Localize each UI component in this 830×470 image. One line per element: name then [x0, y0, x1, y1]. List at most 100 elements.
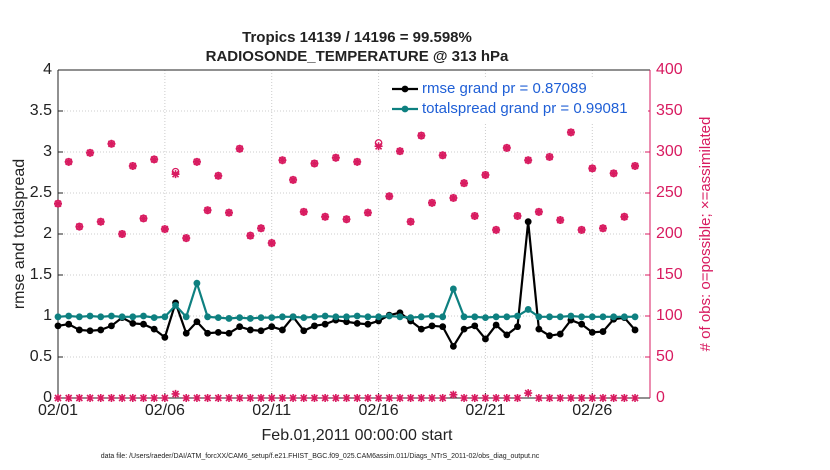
obs-assimilated: [342, 215, 351, 224]
obs-assimilated: [139, 214, 148, 223]
obs-assimilated: [470, 394, 479, 402]
obs-assimilated: [566, 394, 575, 402]
y-tick-label: 2: [43, 225, 52, 242]
obs-assimilated: [128, 161, 137, 170]
point: [97, 326, 105, 334]
point: [353, 312, 361, 320]
y-tick-label: 3.5: [30, 102, 52, 119]
point: [482, 335, 489, 343]
y-tick-label: 4: [43, 61, 52, 78]
point: [471, 313, 479, 321]
point: [610, 313, 618, 321]
point: [599, 328, 607, 335]
point: [407, 314, 415, 322]
obs-assimilated: [246, 231, 255, 240]
obs-assimilated: [54, 394, 62, 402]
obs-assimilated: [545, 394, 554, 402]
obs-assimilated: [395, 147, 404, 156]
x-tick-label: 02/16: [359, 402, 399, 419]
point: [524, 306, 532, 313]
point: [556, 313, 564, 321]
obs-assimilated: [64, 394, 73, 402]
point: [311, 322, 318, 330]
point: [599, 313, 607, 321]
point: [439, 313, 447, 321]
obs-assimilated: [524, 389, 533, 398]
point: [503, 331, 511, 339]
x-tick-label: 02/26: [572, 402, 612, 419]
point: [289, 313, 297, 321]
point: [332, 313, 340, 321]
point: [578, 313, 586, 321]
legend-label: totalspread grand pr = 0.99081: [422, 100, 628, 117]
y2-tick-label: 100: [656, 307, 683, 324]
obs-assimilated: [299, 394, 308, 402]
obs-assimilated: [513, 211, 522, 220]
point: [236, 323, 244, 331]
obs-assimilated: [374, 394, 383, 402]
obs-assimilated: [160, 394, 169, 402]
legend-marker: [401, 105, 409, 113]
obs-assimilated: [139, 394, 148, 402]
obs-assimilated: [577, 225, 586, 234]
plot-area: [58, 70, 650, 398]
point: [86, 312, 94, 320]
point: [385, 312, 393, 320]
point: [492, 321, 500, 329]
obs-assimilated: [363, 208, 372, 217]
obs-assimilated: [54, 199, 62, 208]
y2-axis-label: # of obs: o=possible; ×=assimilated: [697, 117, 714, 352]
obs-assimilated: [342, 394, 351, 402]
point: [150, 314, 158, 322]
point: [161, 333, 169, 341]
chart-title: Tropics 14139 / 14196 = 99.598%: [242, 29, 472, 46]
obs-assimilated: [609, 394, 618, 402]
point: [321, 320, 329, 328]
obs-assimilated: [150, 155, 159, 164]
point: [140, 320, 147, 328]
obs-assimilated: [331, 153, 340, 162]
obs-assimilated: [331, 394, 340, 402]
obs-assimilated: [428, 198, 437, 207]
point: [460, 325, 468, 333]
obs-assimilated: [556, 216, 565, 225]
y-tick-label: 1: [43, 307, 52, 324]
obs-assimilated: [598, 224, 607, 233]
point: [193, 318, 201, 326]
point: [279, 313, 286, 321]
obs-assimilated: [534, 394, 543, 402]
point: [396, 313, 404, 321]
point: [182, 313, 190, 321]
obs-assimilated: [86, 394, 95, 402]
obs-assimilated: [620, 212, 629, 221]
chart-subtitle: RADIOSONDE_TEMPERATURE @ 313 hPa: [206, 48, 509, 65]
point: [97, 313, 105, 321]
obs-assimilated: [235, 394, 244, 402]
obs-assimilated: [246, 394, 255, 402]
obs-assimilated: [107, 394, 116, 402]
point: [535, 313, 543, 321]
obs-assimilated: [289, 175, 298, 184]
obs-assimilated: [406, 217, 415, 226]
point: [492, 313, 500, 321]
x-tick-label: 02/01: [38, 402, 78, 419]
obs-assimilated: [64, 157, 73, 166]
obs-assimilated: [299, 207, 308, 216]
point: [172, 301, 179, 309]
y2-tick-label: 250: [656, 184, 683, 201]
obs-assimilated: [107, 139, 116, 148]
point: [514, 312, 521, 320]
obs-assimilated: [75, 222, 84, 231]
obs-assimilated: [631, 394, 640, 402]
point: [214, 314, 222, 322]
point: [546, 313, 553, 321]
point: [129, 313, 137, 321]
obs-assimilated: [278, 156, 287, 165]
obs-assimilated: [395, 394, 404, 402]
y2-tick-label: 150: [656, 266, 683, 283]
obs-assimilated: [203, 206, 212, 215]
point: [417, 313, 425, 321]
point: [65, 320, 73, 328]
obs-assimilated: [631, 161, 640, 170]
